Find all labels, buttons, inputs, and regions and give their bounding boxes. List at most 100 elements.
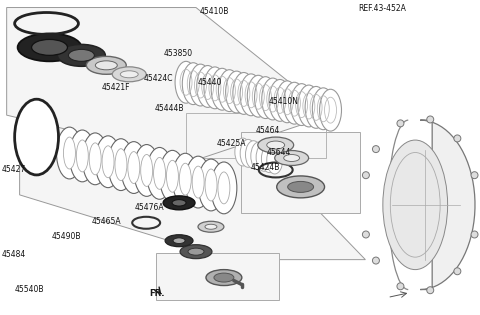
Ellipse shape (154, 158, 166, 189)
Polygon shape (20, 120, 365, 260)
Ellipse shape (190, 64, 212, 106)
Ellipse shape (251, 142, 267, 170)
Ellipse shape (172, 153, 198, 205)
Text: 45540B: 45540B (15, 285, 44, 294)
Ellipse shape (180, 163, 191, 195)
Ellipse shape (269, 79, 291, 121)
Circle shape (372, 146, 379, 152)
Circle shape (454, 135, 461, 142)
Ellipse shape (211, 68, 233, 110)
Ellipse shape (108, 139, 134, 191)
Circle shape (427, 116, 434, 123)
Ellipse shape (70, 130, 95, 182)
Ellipse shape (175, 61, 197, 103)
Ellipse shape (205, 224, 217, 229)
Ellipse shape (172, 200, 186, 206)
Ellipse shape (69, 49, 95, 61)
Ellipse shape (247, 75, 269, 117)
Ellipse shape (256, 143, 272, 171)
Ellipse shape (288, 181, 313, 192)
Ellipse shape (218, 172, 230, 204)
Ellipse shape (204, 67, 226, 109)
Text: 45410B: 45410B (199, 7, 228, 16)
Ellipse shape (76, 140, 88, 172)
Circle shape (372, 257, 379, 264)
Ellipse shape (163, 196, 195, 210)
Circle shape (397, 120, 404, 127)
Circle shape (454, 268, 461, 275)
Ellipse shape (58, 44, 105, 66)
Ellipse shape (240, 140, 256, 167)
Ellipse shape (226, 71, 248, 113)
Circle shape (362, 172, 370, 179)
Text: 45490B: 45490B (52, 232, 81, 241)
Text: 45465A: 45465A (92, 217, 121, 226)
Ellipse shape (211, 162, 237, 214)
Ellipse shape (198, 159, 224, 211)
Ellipse shape (159, 150, 185, 202)
Ellipse shape (82, 133, 108, 185)
Ellipse shape (198, 221, 224, 232)
Ellipse shape (276, 176, 324, 198)
Ellipse shape (383, 140, 448, 270)
Polygon shape (156, 253, 279, 301)
Ellipse shape (276, 81, 298, 123)
Ellipse shape (254, 77, 276, 118)
Circle shape (471, 231, 478, 238)
Circle shape (397, 283, 404, 290)
Text: FR.: FR. (149, 289, 165, 298)
Ellipse shape (218, 70, 240, 112)
Text: 453850: 453850 (164, 49, 192, 58)
Ellipse shape (18, 33, 82, 61)
Ellipse shape (115, 149, 127, 180)
Ellipse shape (188, 248, 204, 255)
Text: 45410N: 45410N (269, 97, 299, 106)
Ellipse shape (206, 270, 242, 286)
Ellipse shape (240, 74, 262, 116)
Ellipse shape (32, 39, 68, 55)
Ellipse shape (320, 89, 341, 131)
Ellipse shape (95, 136, 121, 188)
Ellipse shape (275, 151, 309, 165)
Text: 45440: 45440 (198, 78, 222, 87)
Ellipse shape (185, 156, 211, 208)
Ellipse shape (120, 71, 138, 78)
Ellipse shape (141, 155, 153, 186)
Circle shape (427, 287, 434, 294)
Text: 45424B: 45424B (251, 163, 280, 173)
Ellipse shape (235, 138, 251, 166)
Ellipse shape (192, 166, 204, 198)
Text: 45644: 45644 (266, 147, 291, 157)
Ellipse shape (89, 143, 101, 175)
Text: 45427: 45427 (1, 165, 26, 175)
Ellipse shape (180, 245, 212, 259)
Ellipse shape (205, 169, 217, 201)
Ellipse shape (112, 67, 146, 82)
Ellipse shape (165, 235, 193, 247)
Polygon shape (241, 132, 360, 213)
Ellipse shape (284, 155, 300, 162)
Ellipse shape (86, 56, 126, 74)
Text: 45425A: 45425A (216, 139, 246, 147)
Ellipse shape (102, 146, 114, 178)
Circle shape (362, 231, 370, 238)
Ellipse shape (267, 141, 285, 149)
Text: 45421F: 45421F (102, 83, 131, 92)
Ellipse shape (305, 86, 327, 128)
Polygon shape (420, 120, 475, 289)
Ellipse shape (262, 78, 284, 120)
Text: 45464: 45464 (255, 126, 280, 135)
Ellipse shape (245, 141, 262, 169)
Ellipse shape (182, 63, 204, 105)
Ellipse shape (312, 88, 334, 130)
Ellipse shape (258, 137, 294, 153)
Ellipse shape (173, 238, 185, 243)
Ellipse shape (63, 137, 75, 169)
Ellipse shape (214, 273, 234, 282)
Ellipse shape (267, 146, 283, 174)
Ellipse shape (128, 152, 140, 184)
Ellipse shape (121, 142, 147, 193)
Ellipse shape (57, 127, 83, 179)
Ellipse shape (96, 61, 117, 70)
Ellipse shape (146, 147, 172, 199)
